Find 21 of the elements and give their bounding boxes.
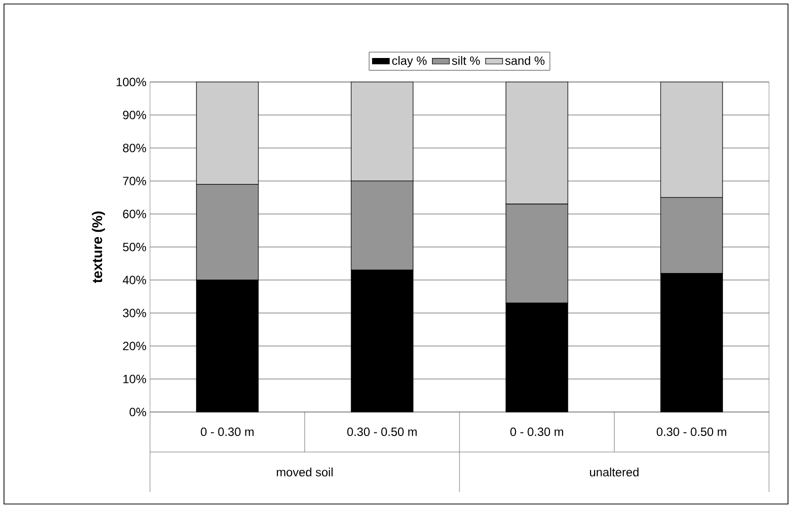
y-tick-label: 10% [123, 374, 146, 384]
y-axis-title: texture (%) [92, 212, 105, 283]
legend-label: sand % [505, 56, 544, 65]
x-tick-label: 0 - 0.30 m [200, 428, 254, 436]
y-tick-label: 0% [130, 408, 146, 416]
legend-label: silt % [452, 56, 480, 65]
legend-label: clay % [392, 56, 427, 68]
y-tick-label: 60% [123, 210, 146, 218]
text: unaltered [590, 468, 638, 476]
y-tick-label: 80% [122, 144, 146, 152]
x-tick-label: 0.30 - 0.50 m [656, 428, 726, 436]
y-tick-label: 40% [122, 276, 146, 284]
x-tick-label: 0.30 - 0.50 m [347, 428, 417, 436]
y-tick-label: 20% [123, 342, 146, 350]
y-tick-label: 100% [116, 78, 146, 86]
y-tick-label: 70% [123, 176, 146, 186]
text: moved soil [276, 468, 333, 476]
y-tick-label: 50% [122, 242, 146, 252]
x-tick-label: 0 - 0.30 m [510, 428, 564, 436]
y-tick-label: 90% [123, 110, 146, 120]
y-tick-label: 30% [122, 308, 146, 318]
